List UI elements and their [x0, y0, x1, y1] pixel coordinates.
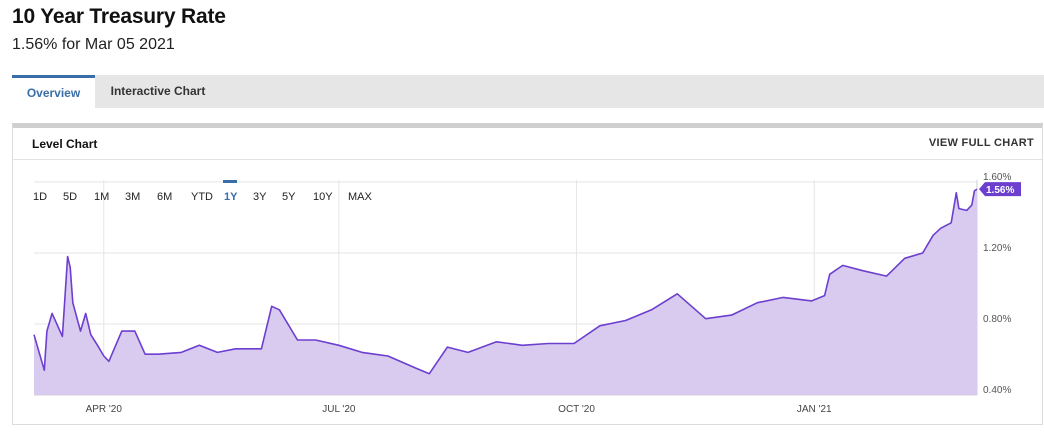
- data-point: [932, 234, 934, 236]
- range-button-1y[interactable]: 1Y: [224, 191, 238, 203]
- x-tick-label: APR '20: [86, 404, 123, 415]
- data-point: [157, 353, 159, 355]
- data-point: [296, 339, 298, 341]
- y-tick-label: 0.80%: [983, 314, 1011, 325]
- data-point: [33, 334, 35, 336]
- data-point: [46, 330, 48, 332]
- data-point: [144, 353, 146, 355]
- data-point: [547, 342, 549, 344]
- data-point: [940, 227, 942, 229]
- data-point: [782, 296, 784, 298]
- tab-interactive-chart[interactable]: Interactive Chart: [110, 84, 206, 98]
- range-button-1m[interactable]: 1M: [94, 191, 109, 203]
- current-value-badge: 1.56%: [979, 182, 1021, 197]
- data-point: [314, 339, 316, 341]
- y-tick-label: 1.20%: [983, 243, 1011, 254]
- data-point: [134, 330, 136, 332]
- data-point: [198, 344, 200, 346]
- data-point: [446, 346, 448, 348]
- data-point: [180, 351, 182, 353]
- data-point: [260, 348, 262, 350]
- y-tick-label: 0.40%: [983, 385, 1011, 396]
- range-button-3y[interactable]: 3Y: [253, 191, 267, 203]
- data-point: [79, 330, 81, 332]
- tab-bar: Overview Interactive Chart: [12, 75, 1044, 108]
- range-selected-indicator: [223, 180, 237, 183]
- range-button-3m[interactable]: 3M: [125, 191, 140, 203]
- page-subtitle: 1.56% for Mar 05 2021: [12, 36, 175, 53]
- data-point: [467, 351, 469, 353]
- tab-overview[interactable]: Overview: [12, 75, 95, 108]
- data-point: [823, 294, 825, 296]
- data-point: [85, 312, 87, 314]
- data-point: [624, 319, 626, 321]
- data-point: [573, 342, 575, 344]
- data-point: [338, 344, 340, 346]
- data-point: [43, 369, 45, 371]
- data-point: [676, 293, 678, 295]
- range-button-5d[interactable]: 5D: [63, 191, 77, 203]
- data-point: [885, 275, 887, 277]
- range-button-10y[interactable]: 10Y: [313, 191, 333, 203]
- view-full-chart-link[interactable]: VIEW FULL CHART: [928, 137, 1034, 149]
- data-point: [234, 348, 236, 350]
- data-point: [971, 204, 973, 206]
- data-point: [51, 312, 53, 314]
- data-point: [90, 334, 92, 336]
- data-point: [387, 355, 389, 357]
- data-point: [922, 252, 924, 254]
- data-point: [61, 335, 63, 337]
- data-point: [103, 355, 105, 357]
- x-tick-label: OCT '20: [558, 404, 595, 415]
- data-point: [69, 266, 71, 268]
- data-point: [811, 300, 813, 302]
- data-point: [66, 255, 68, 257]
- series-area: [34, 189, 977, 395]
- data-point: [958, 207, 960, 209]
- data-point: [950, 222, 952, 224]
- data-point: [72, 302, 74, 304]
- x-tick-label: JAN '21: [797, 404, 832, 415]
- range-button-5y[interactable]: 5Y: [282, 191, 296, 203]
- data-point: [121, 330, 123, 332]
- data-point: [521, 344, 523, 346]
- data-point: [705, 318, 707, 320]
- data-point: [216, 351, 218, 353]
- card-title: Level Chart: [32, 137, 98, 151]
- data-point: [904, 257, 906, 259]
- x-tick-label: JUL '20: [322, 404, 356, 415]
- level-chart: 0.40% 0.80% 1.20% 1.60% APR '20 JUL '20 OCT '2…: [33, 172, 1021, 415]
- chart-card: Level Chart VIEW FULL CHART 0.40% 0.80% 1.…: [12, 123, 1043, 425]
- data-point: [415, 367, 417, 369]
- range-button-6m[interactable]: 6M: [157, 191, 172, 203]
- card-header: Level Chart VIEW FULL CHART: [13, 128, 1042, 160]
- data-point: [756, 302, 758, 304]
- range-button-max[interactable]: MAX: [348, 191, 373, 203]
- data-point: [599, 325, 601, 327]
- data-point: [966, 209, 968, 211]
- data-point: [976, 188, 978, 190]
- page-title: 10 Year Treasury Rate: [12, 5, 226, 28]
- data-point: [955, 192, 957, 194]
- data-point: [495, 341, 497, 343]
- series-line: [33, 188, 978, 375]
- data-point: [428, 373, 430, 375]
- data-point: [730, 314, 732, 316]
- data-point: [278, 309, 280, 311]
- range-button-1d[interactable]: 1D: [33, 191, 47, 203]
- data-point: [650, 309, 652, 311]
- data-point: [973, 190, 975, 192]
- current-value-label: 1.56%: [986, 185, 1014, 196]
- data-point: [97, 346, 99, 348]
- data-point: [829, 273, 831, 275]
- data-point: [108, 360, 110, 362]
- data-point: [361, 351, 363, 353]
- data-point: [842, 264, 844, 266]
- range-button-ytd[interactable]: YTD: [191, 191, 213, 203]
- data-point: [271, 305, 273, 307]
- y-tick-label: 1.60%: [983, 172, 1011, 183]
- data-point: [862, 270, 864, 272]
